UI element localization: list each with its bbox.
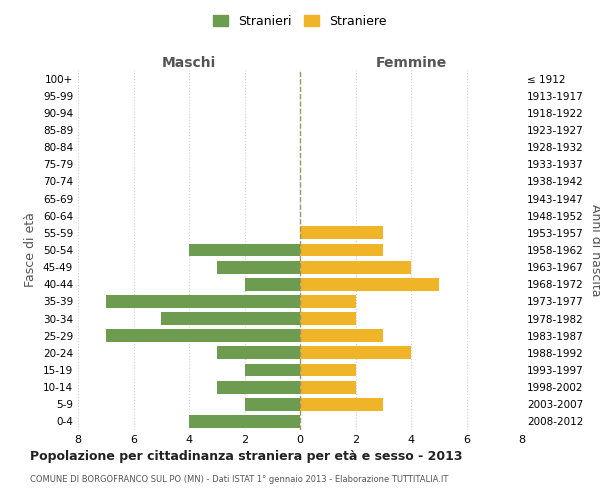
Bar (217, 380, 300, 394)
Bar (106, 330, 300, 342)
Bar (300, 364, 356, 376)
Bar (300, 295, 356, 308)
Bar (106, 295, 300, 308)
Bar (300, 380, 356, 394)
Text: Popolazione per cittadinanza straniera per età e sesso - 2013: Popolazione per cittadinanza straniera p… (30, 450, 463, 463)
Bar (300, 244, 383, 256)
Bar (189, 415, 300, 428)
Bar (300, 346, 411, 360)
Bar (217, 346, 300, 360)
Bar (300, 330, 383, 342)
Bar (300, 260, 411, 274)
Bar (245, 278, 300, 290)
Y-axis label: Fasce di età: Fasce di età (25, 212, 37, 288)
Y-axis label: Anni di nascita: Anni di nascita (589, 204, 600, 296)
Bar (300, 312, 356, 325)
Bar (300, 278, 439, 290)
Bar (245, 364, 300, 376)
Bar (300, 398, 383, 410)
Bar (300, 226, 383, 239)
Bar (189, 244, 300, 256)
Text: Femmine: Femmine (376, 56, 446, 70)
Bar (161, 312, 300, 325)
Legend: Stranieri, Straniere: Stranieri, Straniere (209, 11, 391, 32)
Text: Maschi: Maschi (162, 56, 216, 70)
Bar (217, 260, 300, 274)
Bar (245, 398, 300, 410)
Text: COMUNE DI BORGOFRANCO SUL PO (MN) - Dati ISTAT 1° gennaio 2013 - Elaborazione TU: COMUNE DI BORGOFRANCO SUL PO (MN) - Dati… (30, 475, 448, 484)
